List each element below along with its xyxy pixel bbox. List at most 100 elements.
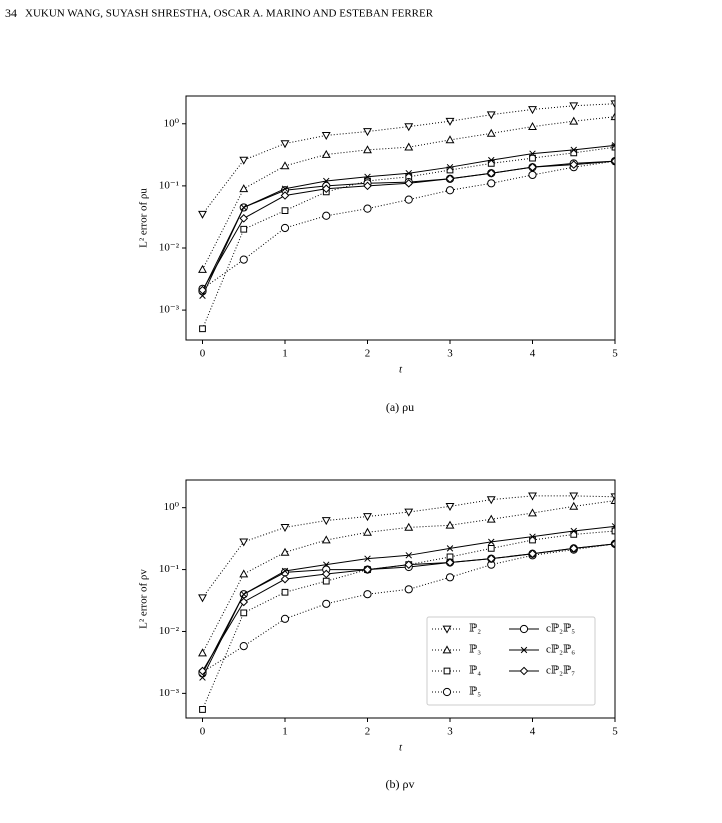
y-tick-label: 10⁰ [164, 117, 180, 129]
marker [199, 325, 206, 333]
marker [280, 223, 290, 233]
axes-frame [185, 95, 616, 341]
marker [280, 614, 290, 623]
marker [239, 214, 249, 223]
marker [611, 523, 615, 530]
chart: L² error of ρv t 0 1 2 3 4 5 10⁻³ 10⁻² 10⁻¹ 10⁰ ℙ₂ ℙ₃… [138, 479, 618, 754]
x-tick-label: 4 [530, 348, 536, 360]
caption: (b) ρv [386, 777, 415, 791]
marker [239, 597, 249, 607]
marker [404, 142, 414, 151]
marker [445, 117, 455, 126]
marker [611, 142, 615, 149]
marker [528, 106, 537, 115]
marker [486, 111, 496, 120]
marker [199, 292, 206, 300]
marker [405, 552, 412, 559]
marker [364, 555, 371, 562]
marker [487, 160, 495, 167]
x-axis-label: t [399, 742, 403, 754]
x-tick-label: 2 [365, 726, 371, 738]
marker [445, 558, 455, 567]
marker [323, 177, 330, 185]
legend-marker [442, 687, 452, 697]
marker [404, 560, 414, 569]
y-tick-label: 10⁰ [164, 501, 180, 513]
marker [322, 599, 331, 608]
marker [363, 513, 372, 522]
marker [610, 112, 615, 121]
x-axis-label: t [399, 364, 403, 376]
legend-label: ℙ₄ [469, 665, 481, 677]
marker [528, 121, 537, 130]
marker [486, 514, 496, 523]
marker [488, 538, 495, 546]
chart: L² error of ρu t 0 1 2 3 4 5 10⁻³ 10⁻² 10⁻¹ 10⁰ [138, 95, 618, 376]
marker [445, 573, 455, 582]
y-axis-label: L² error of ρu [138, 188, 150, 248]
marker [363, 527, 372, 536]
y-tick-label: 10⁻³ [159, 687, 180, 699]
series-line [202, 160, 615, 290]
x-tick-label: 1 [282, 726, 288, 738]
marker [364, 173, 371, 181]
marker [198, 264, 207, 273]
x-tick-label: 5 [612, 348, 618, 360]
marker [239, 184, 249, 193]
marker [363, 128, 372, 137]
marker [280, 191, 290, 200]
marker [487, 545, 495, 552]
series-line [202, 500, 615, 654]
marker [323, 561, 330, 568]
marker [570, 146, 577, 154]
marker [529, 150, 536, 157]
marker [321, 132, 331, 141]
y-tick-label: 10⁻¹ [159, 563, 179, 575]
marker [198, 210, 207, 219]
marker [405, 169, 412, 177]
marker [528, 508, 537, 517]
x-tick-label: 2 [365, 348, 371, 360]
marker [321, 569, 331, 579]
marker [321, 149, 331, 158]
marker [528, 162, 537, 172]
marker [322, 577, 330, 585]
marker [404, 522, 414, 531]
marker [445, 186, 455, 195]
x-tick-label: 3 [447, 348, 453, 360]
marker [240, 609, 248, 617]
marker [610, 495, 615, 505]
marker [321, 517, 331, 526]
legend: ℙ₂ ℙ₃ ℙ₄ ℙ₅ cℙ₂ℙ₅ cℙ₂ℙ₆ cℙ₂ℙ₇ [426, 616, 596, 706]
marker [281, 567, 289, 575]
marker [239, 156, 249, 165]
x-tick-label: 5 [612, 726, 618, 738]
marker [486, 554, 496, 563]
y-tick-label: 10⁻³ [159, 304, 180, 316]
marker [486, 168, 496, 178]
marker [570, 527, 577, 535]
marker [529, 533, 536, 540]
marker [569, 160, 579, 169]
marker [528, 170, 537, 180]
marker [363, 590, 372, 599]
marker [239, 538, 249, 547]
marker [281, 588, 289, 596]
marker [570, 149, 578, 157]
marker [363, 204, 372, 213]
marker [445, 135, 455, 144]
legend-label: cℙ₂ℙ₆ [546, 644, 575, 656]
legend-marker [442, 625, 452, 634]
marker [280, 524, 290, 533]
x-tick-label: 3 [447, 726, 453, 738]
marker [280, 547, 290, 556]
marker [280, 161, 290, 170]
marker [198, 648, 207, 657]
axes-frame [185, 479, 616, 719]
marker [488, 156, 495, 164]
series-line [202, 543, 615, 673]
marker [445, 520, 455, 529]
marker [528, 549, 537, 559]
y-tick-label: 10⁻² [159, 625, 180, 637]
